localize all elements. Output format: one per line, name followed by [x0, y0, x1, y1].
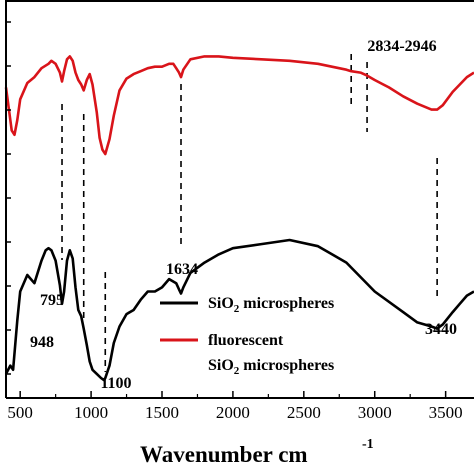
x-tick-label-1500: 1500 — [145, 403, 179, 422]
legend-label-series-2-line1: fluorescent — [208, 332, 284, 349]
x-tick-label-2000: 2000 — [216, 403, 250, 422]
x-axis-title-superscript: -1 — [362, 437, 374, 452]
annotation-label-948: 948 — [30, 334, 54, 351]
annotation-dashes — [61, 54, 438, 372]
legend-label-series-2-line2: SiO2 microspheres — [208, 357, 334, 377]
x-tick-label-2500: 2500 — [287, 403, 321, 422]
annotation-label-1100: 1100 — [100, 375, 131, 392]
series-line-2 — [4, 55, 474, 156]
x-tick-label-1000: 1000 — [74, 403, 108, 422]
annotation-label-795: 795 — [40, 292, 64, 309]
x-tick-label-3000: 3000 — [358, 403, 392, 422]
series-line-1 — [4, 238, 474, 382]
annotation-label-2834-2946: 2834-2946 — [367, 38, 436, 55]
series-lines — [4, 55, 474, 382]
axes: 500 1000 1500 2000 2500 3000 3500 — [5, 0, 474, 422]
legend: SiO2 microspheres fluorescent SiO2 microsp… — [160, 295, 334, 377]
x-axis-title: Wavenumber cm — [140, 442, 308, 467]
x-tick-label-3500: 3500 — [429, 403, 463, 422]
x-axis-title-group: Wavenumber cm -1 — [140, 437, 374, 467]
annotation-label-1634: 1634 — [166, 261, 198, 278]
legend-label-series-1: SiO2 microspheres — [208, 295, 334, 315]
annotations: 795 948 1100 1634 2834-2946 3440 — [30, 38, 457, 392]
x-tick-label-500: 500 — [7, 403, 33, 422]
annotation-label-3440: 3440 — [425, 321, 457, 338]
